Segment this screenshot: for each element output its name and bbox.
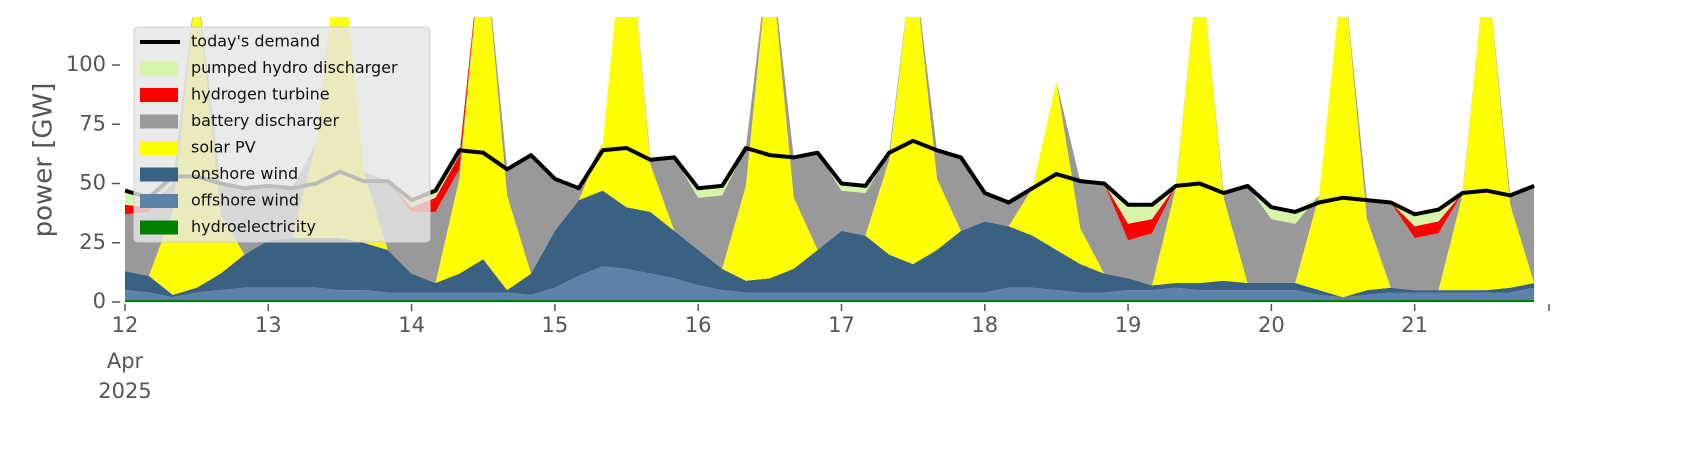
legend-label: today's demand (191, 32, 320, 51)
area-offshore-wind (125, 266, 1535, 300)
axes: 0 25 50 75 100 12 13 14 15 16 17 18 19 20 21 Apr 2025 (66, 52, 1550, 403)
x-tick-label: 14 (398, 313, 425, 337)
x-tick-label: 16 (685, 313, 712, 337)
legend-label: offshore wind (191, 191, 299, 210)
y-tick-label: 25 (79, 230, 106, 254)
legend-box (133, 26, 431, 243)
legend-label: solar PV (191, 138, 256, 157)
legend-label: hydroelectricity (191, 217, 316, 236)
x-tick-label: 17 (828, 313, 855, 337)
y-tick-label: 0 (93, 289, 106, 313)
y-tick-label: 100 (66, 52, 106, 76)
legend-swatch (140, 141, 178, 155)
area-battery-discharger (125, 17, 1535, 291)
x-tick-label: 21 (1401, 313, 1428, 337)
area-onshore-wind (125, 190, 1535, 298)
legend-label: onshore wind (191, 164, 298, 183)
x-tick-label: 15 (542, 313, 569, 337)
y-axis-label: power [GW] (29, 83, 59, 238)
legend-label: battery discharger (191, 111, 339, 130)
area-solar-pv (125, 17, 1535, 298)
area-hydroelectricity (125, 299, 1535, 302)
y-tick-label: 75 (79, 111, 106, 135)
legend-swatch (140, 220, 178, 235)
y-tick-label: 50 (79, 171, 106, 195)
x-tick-label: 20 (1258, 313, 1285, 337)
legend-swatch (140, 114, 178, 129)
legend-swatch (140, 194, 178, 208)
legend: today's demand pumped hydro discharger hyd… (133, 26, 431, 243)
x-tick-label: 13 (255, 313, 282, 337)
x-tick-label: 12 (112, 313, 139, 337)
legend-swatch (140, 167, 178, 182)
legend-swatch (140, 88, 178, 102)
legend-swatch (140, 61, 178, 76)
x-tick-label: 19 (1115, 313, 1142, 337)
x-tick-label: 18 (971, 313, 998, 337)
x-tick-sublabel: Apr (107, 349, 144, 373)
legend-label: pumped hydro discharger (191, 58, 398, 77)
legend-label: hydrogen turbine (191, 85, 330, 104)
x-tick-sublabel: 2025 (98, 379, 151, 403)
